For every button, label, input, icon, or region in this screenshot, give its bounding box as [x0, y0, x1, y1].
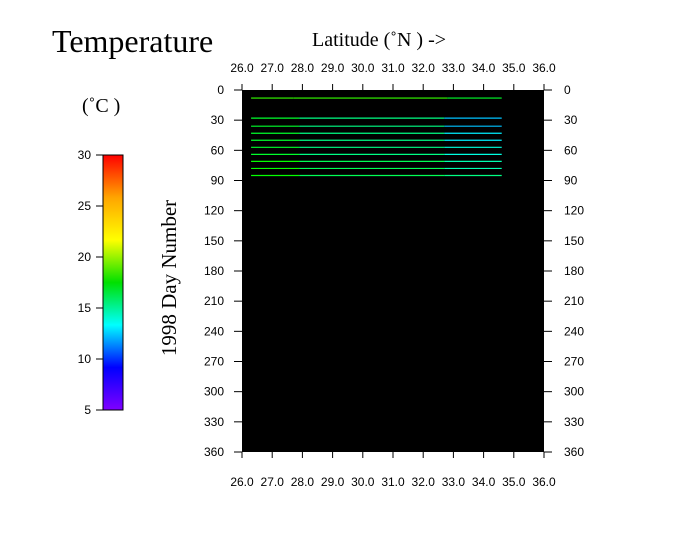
- y-tick-label-right-2: 60: [564, 143, 578, 157]
- y-tick-label-left-12: 360: [204, 445, 224, 459]
- x-tick-label-top-0: 26.0: [230, 61, 254, 75]
- y-tick-label-right-4: 120: [564, 204, 584, 218]
- colorbar-ticks: 30 25 20 15 10 5: [78, 148, 103, 417]
- y-tick-label-left-7: 210: [204, 294, 224, 308]
- y-tick-label-left-9: 270: [204, 355, 224, 369]
- y-tick-label-right-0: 0: [564, 83, 571, 97]
- y-tick-label-left-5: 150: [204, 234, 224, 248]
- x-tick-label-bottom-3: 29.0: [321, 475, 345, 489]
- x-tick-label-bottom-6: 32.0: [412, 475, 436, 489]
- colorbar-label: (˚C ): [82, 95, 120, 117]
- colorbar-tick-label-4: 10: [78, 352, 92, 366]
- x-tick-label-top-4: 30.0: [351, 61, 375, 75]
- y-tick-label-left-2: 60: [211, 143, 225, 157]
- x-tick-label-bottom-10: 36.0: [532, 475, 556, 489]
- y-tick-label-right-5: 150: [564, 234, 584, 248]
- x-tick-label-bottom-4: 30.0: [351, 475, 375, 489]
- data-lines: [251, 97, 502, 177]
- x-tick-label-bottom-9: 35.0: [502, 475, 526, 489]
- y-tick-label-left-3: 90: [211, 174, 225, 188]
- y-tick-label-right-8: 240: [564, 324, 584, 338]
- colorbar-tick-label-1: 25: [78, 199, 92, 213]
- y-ticks-right: 0 30 60 90 120 150 180 210 240 270 300 330 360: [544, 83, 584, 459]
- y-tick-label-right-7: 210: [564, 294, 584, 308]
- x-tick-label-bottom-1: 27.0: [261, 475, 285, 489]
- x-ticks-top: 26.0 27.0 28.0 29.0 30.0 31.0 32.0 33.0 34.0 35.0…: [230, 61, 556, 90]
- y-tick-label-left-1: 30: [211, 113, 225, 127]
- y-tick-label-right-3: 90: [564, 174, 578, 188]
- y-tick-label-right-9: 270: [564, 355, 584, 369]
- y-tick-label-right-12: 360: [564, 445, 584, 459]
- y-tick-label-left-6: 180: [204, 264, 224, 278]
- y-tick-label-right-6: 180: [564, 264, 584, 278]
- y-ticks-left: 0 30 60 90 120 150 180 210 240 270 300 330 360: [204, 83, 242, 459]
- x-tick-label-top-5: 31.0: [381, 61, 405, 75]
- x-tick-label-bottom-7: 33.0: [442, 475, 466, 489]
- y-tick-label-left-8: 240: [204, 324, 224, 338]
- x-tick-label-top-1: 27.0: [261, 61, 285, 75]
- y-tick-label-right-11: 330: [564, 415, 584, 429]
- y-tick-label-left-11: 330: [204, 415, 224, 429]
- y-axis-label: 1998 Day Number: [157, 200, 181, 356]
- x-tick-label-top-9: 35.0: [502, 61, 526, 75]
- x-axis-label: Latitude (˚N ) ->: [312, 29, 446, 51]
- colorbar-tick-label-5: 5: [84, 403, 91, 417]
- y-tick-label-left-10: 300: [204, 385, 224, 399]
- y-tick-label-right-1: 30: [564, 113, 578, 127]
- colorbar-tick-label-3: 15: [78, 301, 92, 315]
- x-tick-label-top-2: 28.0: [291, 61, 315, 75]
- colorbar: [102, 154, 124, 411]
- x-tick-label-bottom-0: 26.0: [230, 475, 254, 489]
- x-tick-label-bottom-2: 28.0: [291, 475, 315, 489]
- x-tick-label-top-7: 33.0: [442, 61, 466, 75]
- x-ticks-bottom: 26.0 27.0 28.0 29.0 30.0 31.0 32.0 33.0 34.0 35.0…: [230, 452, 556, 489]
- colorbar-tick-label-0: 30: [78, 148, 92, 162]
- colorbar-tick-label-2: 20: [78, 250, 92, 264]
- x-tick-label-bottom-8: 34.0: [472, 475, 496, 489]
- y-tick-label-left-4: 120: [204, 204, 224, 218]
- y-tick-label-left-0: 0: [217, 83, 224, 97]
- x-tick-label-top-8: 34.0: [472, 61, 496, 75]
- x-tick-label-top-6: 32.0: [412, 61, 436, 75]
- x-tick-label-top-3: 29.0: [321, 61, 345, 75]
- x-tick-label-bottom-5: 31.0: [381, 475, 405, 489]
- chart-title: Temperature: [52, 23, 213, 59]
- y-tick-label-right-10: 300: [564, 385, 584, 399]
- x-tick-label-top-10: 36.0: [532, 61, 556, 75]
- plot-area: [242, 90, 544, 452]
